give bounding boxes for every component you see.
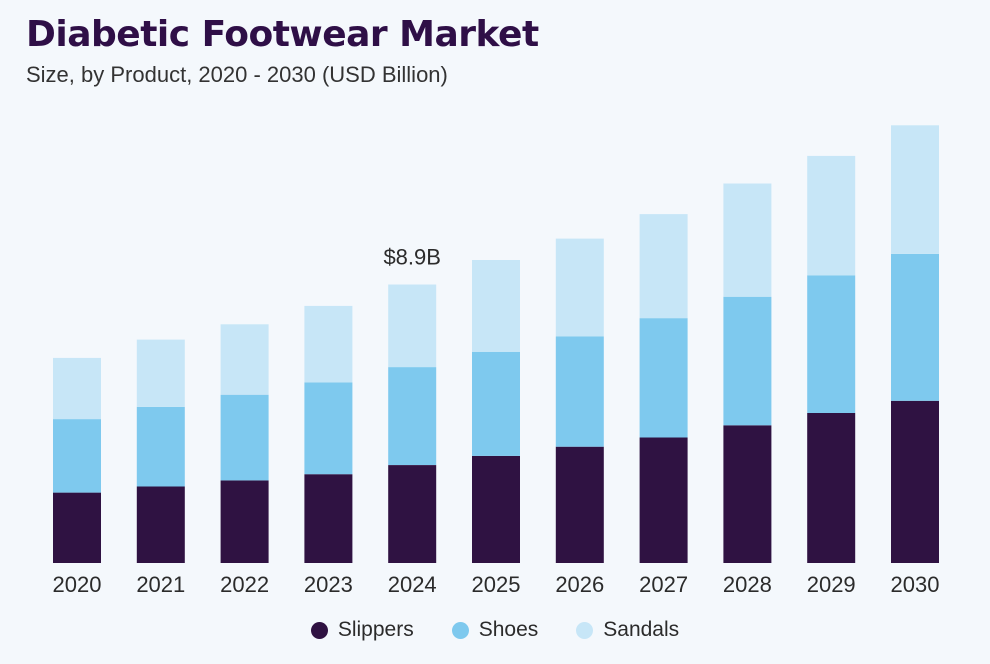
bar-slippers-2029 xyxy=(807,413,856,563)
bar-slippers-2026 xyxy=(555,446,604,563)
bar-slippers-2024 xyxy=(388,465,437,563)
legend-swatch-sandals xyxy=(576,621,594,639)
bar-slippers-2028 xyxy=(723,425,772,563)
bar-sandals-2027 xyxy=(639,214,688,319)
x-tick-label-2021: 2021 xyxy=(136,572,185,597)
bar-sandals-2030 xyxy=(891,125,939,254)
x-tick-label-2027: 2027 xyxy=(639,572,688,597)
bar-sandals-2025 xyxy=(472,260,520,352)
value-annotation-2024: $8.9B xyxy=(383,245,441,270)
x-tick-label-2024: 2024 xyxy=(388,572,437,597)
bar-shoes-2026 xyxy=(555,336,604,447)
chart-subtitle: Size, by Product, 2020 - 2030 (USD Billi… xyxy=(26,62,448,87)
bar-sandals-2023 xyxy=(304,305,353,383)
bar-shoes-2024 xyxy=(388,367,437,465)
legend-item-shoes: Shoes xyxy=(451,618,539,642)
bar-shoes-2020 xyxy=(53,419,101,493)
x-tick-label-2022: 2022 xyxy=(220,572,269,597)
bar-sandals-2021 xyxy=(136,339,185,407)
legend-label-sandals: Sandals xyxy=(603,618,680,641)
x-tick-label-2028: 2028 xyxy=(723,572,772,597)
bar-sandals-2022 xyxy=(220,324,269,395)
x-tick-label-2025: 2025 xyxy=(472,572,521,597)
bar-shoes-2030 xyxy=(891,253,939,401)
x-tick-label-2020: 2020 xyxy=(53,572,102,597)
bar-slippers-2023 xyxy=(304,474,353,563)
x-tick-label-2026: 2026 xyxy=(555,572,604,597)
bar-slippers-2021 xyxy=(136,486,185,563)
bar-slippers-2030 xyxy=(891,400,939,563)
bar-shoes-2028 xyxy=(723,296,772,426)
bar-sandals-2029 xyxy=(807,155,856,276)
legend-item-slippers: Slippers xyxy=(310,618,414,642)
bar-sandals-2028 xyxy=(723,183,772,297)
bar-sandals-2026 xyxy=(555,238,604,337)
bar-shoes-2027 xyxy=(639,318,688,438)
chart-title: Diabetic Footwear Market xyxy=(26,14,539,55)
x-tick-label-2023: 2023 xyxy=(304,572,353,597)
bar-shoes-2029 xyxy=(807,275,856,413)
legend-item-sandals: Sandals xyxy=(576,618,679,642)
legend-label-slippers: Slippers xyxy=(337,618,414,641)
bar-slippers-2022 xyxy=(220,480,269,563)
bar-sandals-2024 xyxy=(388,284,437,368)
legend-swatch-shoes xyxy=(451,621,469,639)
bar-sandals-2020 xyxy=(53,357,101,420)
bar-slippers-2020 xyxy=(53,492,101,563)
x-tick-label-2029: 2029 xyxy=(807,572,856,597)
bar-shoes-2025 xyxy=(472,351,520,456)
x-tick-label-2030: 2030 xyxy=(891,572,940,597)
bar-shoes-2021 xyxy=(136,406,185,487)
bar-slippers-2025 xyxy=(472,455,520,563)
legend-swatch-slippers xyxy=(310,621,328,639)
chart-legend: Slippers Shoes Sandals xyxy=(0,618,990,642)
bar-shoes-2022 xyxy=(220,394,269,481)
legend-label-shoes: Shoes xyxy=(478,618,539,641)
bar-slippers-2027 xyxy=(639,437,688,563)
bar-shoes-2023 xyxy=(304,382,353,475)
